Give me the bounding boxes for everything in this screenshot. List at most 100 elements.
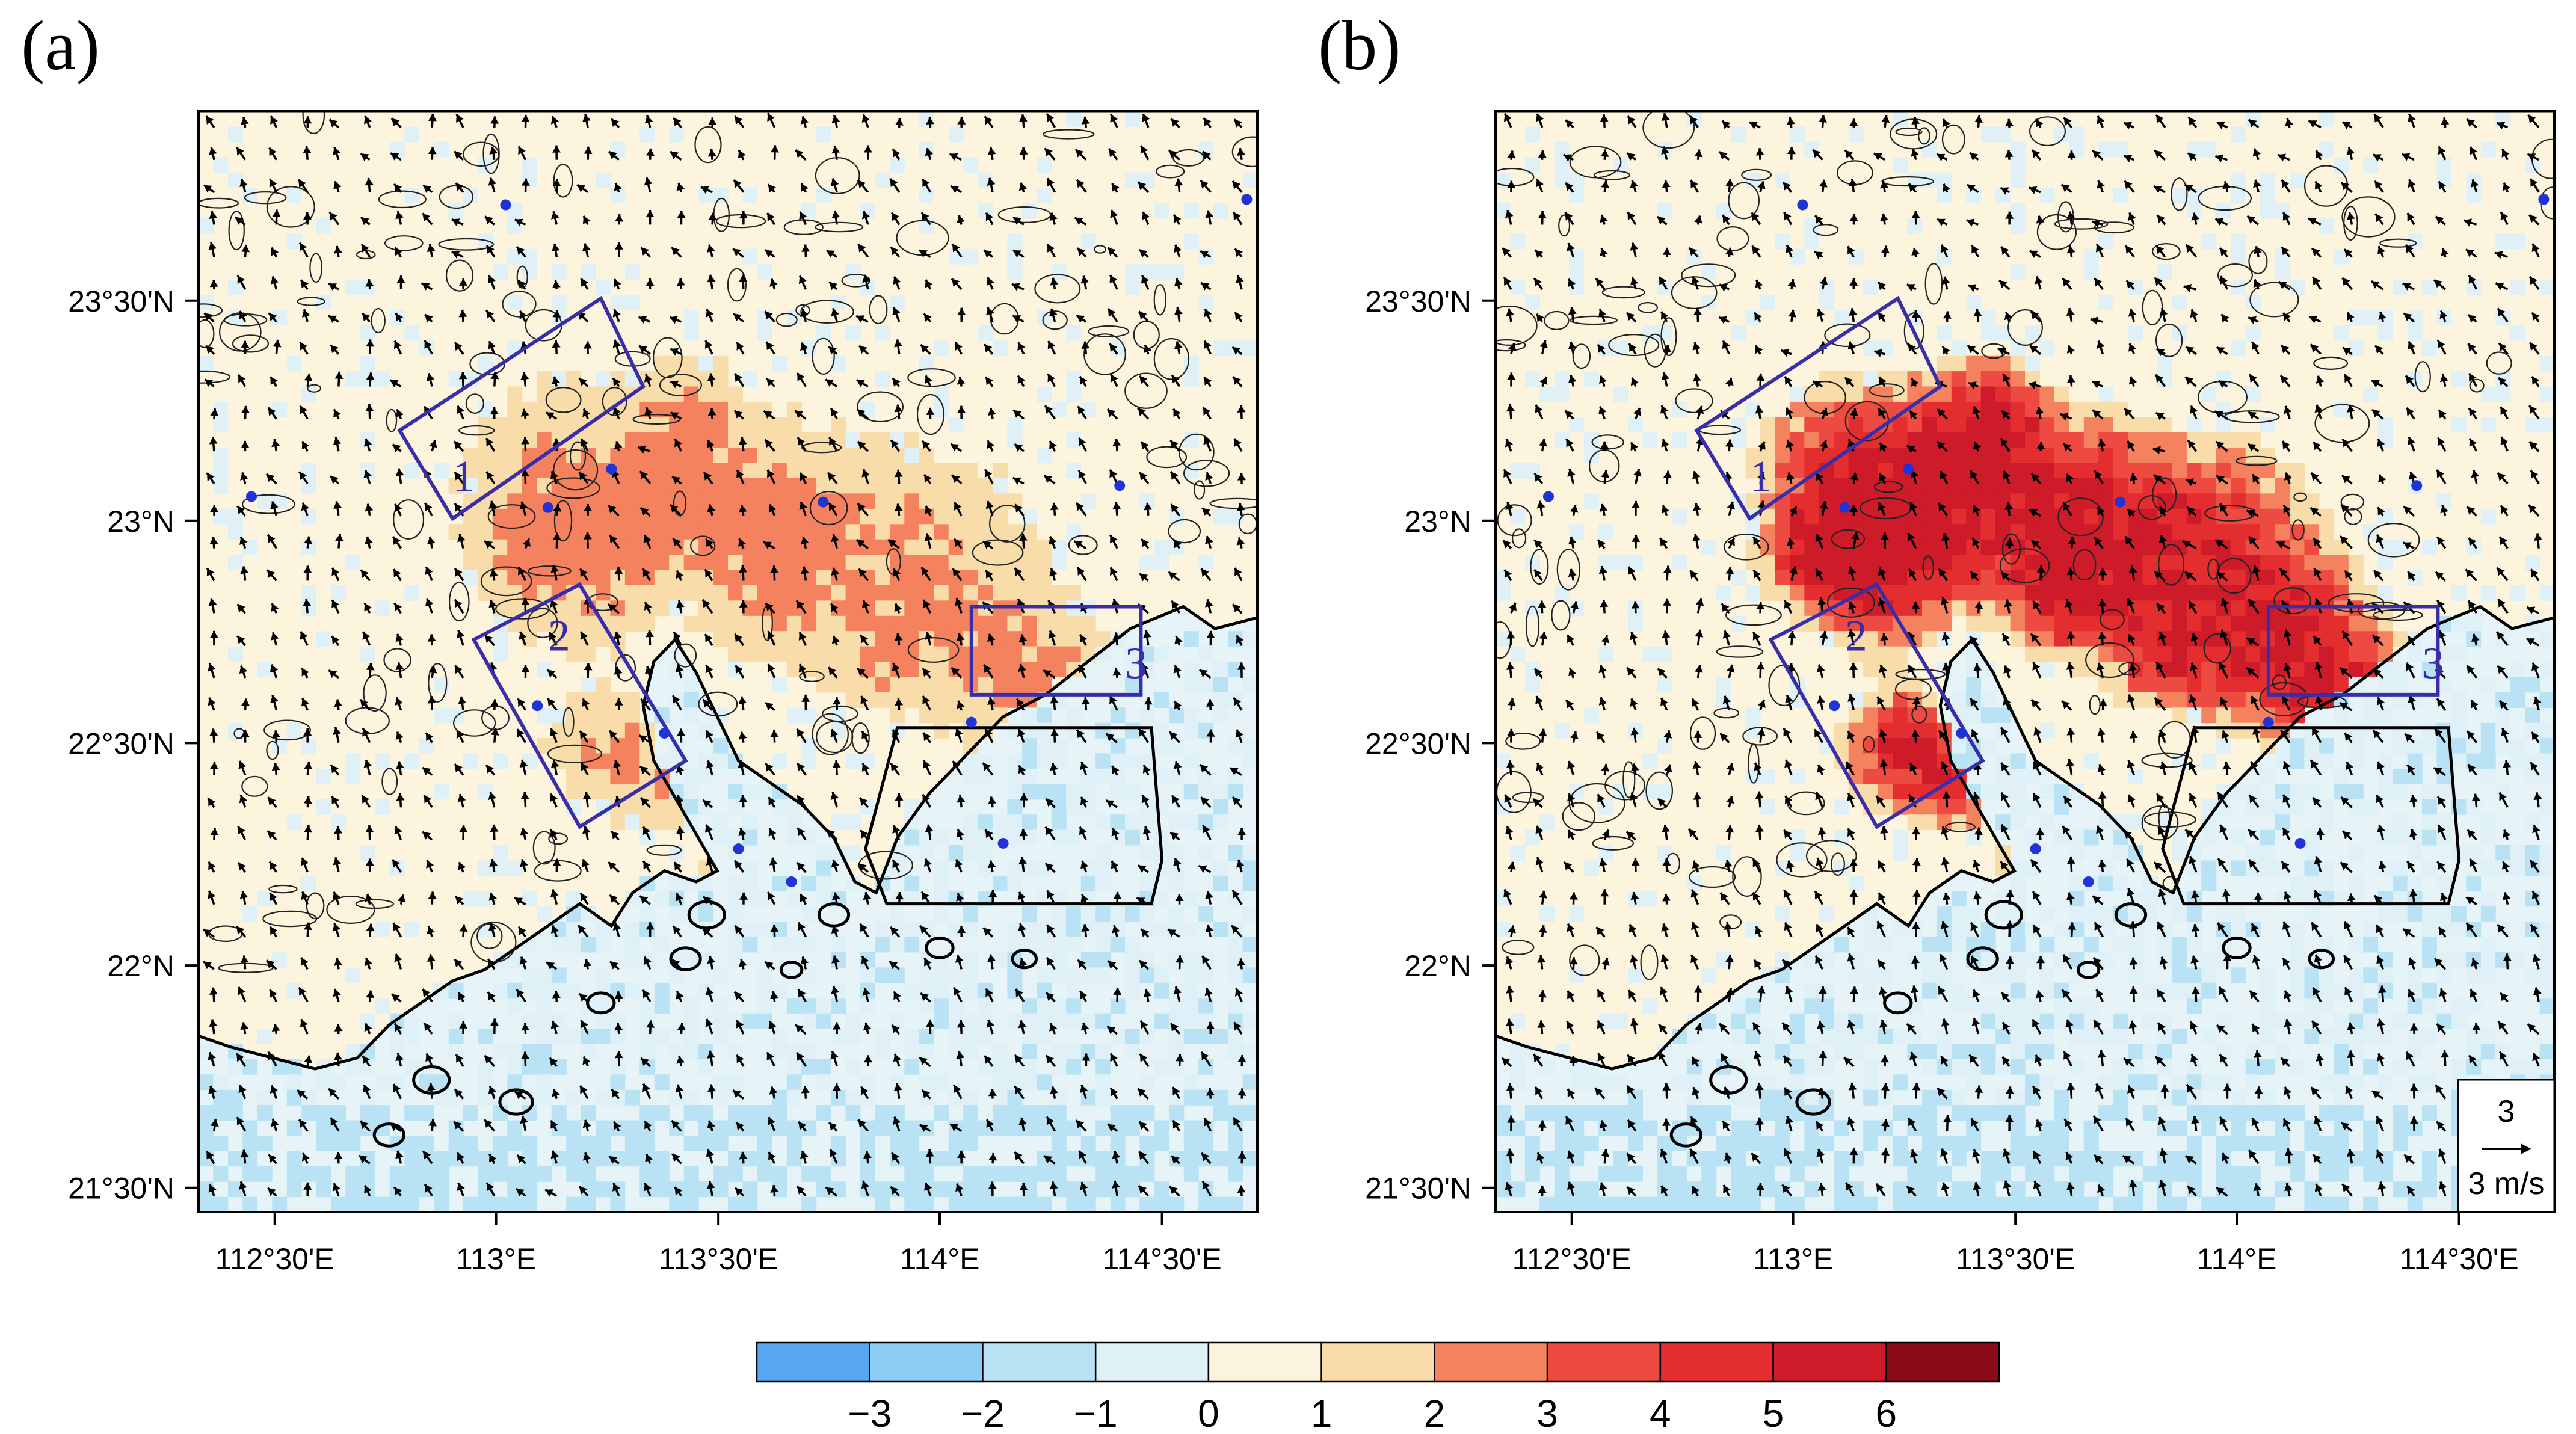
lat-label: 22°N	[1404, 949, 1471, 983]
box-label-2: 2	[1845, 612, 1867, 661]
analysis-box-1	[1694, 295, 1943, 522]
reference-vector-value: 3	[2498, 1094, 2515, 1129]
box-label-3: 3	[1125, 639, 1147, 688]
colorbar-label: 4	[1650, 1392, 1671, 1434]
colorbar-label: 3	[1536, 1392, 1558, 1434]
station-dot	[2263, 716, 2274, 728]
lon-label: 114°E	[2196, 1242, 2276, 1276]
colorbar-swatch	[1320, 1341, 1435, 1383]
lon-label: 113°E	[1753, 1242, 1833, 1276]
hk-boundary	[864, 726, 1164, 906]
colorbar-swatch	[756, 1341, 870, 1383]
station-dot	[2115, 496, 2126, 508]
box-label-1: 1	[452, 452, 475, 501]
station-dot	[1543, 491, 1554, 502]
station-dot	[532, 700, 543, 712]
lon-label: 114°30'E	[1102, 1242, 1221, 1276]
lon-label: 114°30'E	[2399, 1242, 2518, 1276]
lon-label: 113°30'E	[659, 1242, 778, 1276]
station-dot	[1797, 199, 1808, 211]
station-dot	[966, 716, 977, 728]
colorbar-label: 5	[1763, 1392, 1784, 1434]
station-dot	[997, 837, 1009, 849]
island	[1883, 991, 1913, 1015]
station-dot	[1241, 194, 1253, 205]
station-dot	[1903, 463, 1914, 475]
lat-label: 23°30'N	[68, 285, 174, 318]
station-dot	[2083, 876, 2094, 887]
colorbar-swatch	[1546, 1341, 1662, 1383]
island	[586, 991, 616, 1015]
island	[372, 1122, 405, 1148]
colorbar-swatch	[1885, 1341, 2000, 1383]
lon-label: 112°30'E	[215, 1242, 334, 1276]
lon-label: 112°30'E	[1512, 1242, 1632, 1276]
island	[1984, 900, 2023, 930]
colorbar-label: −2	[961, 1392, 1005, 1434]
lat-label: 22°30'N	[68, 727, 174, 760]
lat-label: 21°30'N	[1365, 1172, 1471, 1205]
analysis-box-3	[2266, 605, 2440, 697]
island	[925, 936, 955, 959]
island	[498, 1088, 534, 1116]
map-content	[1496, 111, 2554, 1212]
colorbar-swatch	[1094, 1341, 1210, 1383]
colorbar-label: −1	[1074, 1392, 1118, 1434]
colorbar-swatch	[982, 1341, 1097, 1383]
reference-vector-head	[2521, 1143, 2531, 1154]
lon-label: 114°E	[899, 1242, 979, 1276]
colorbar-label: 2	[1424, 1392, 1446, 1434]
anomaly-field	[199, 111, 1257, 1212]
station-dot	[659, 727, 670, 739]
panel-label: (b)	[1318, 6, 1401, 85]
box-label-3: 3	[2422, 639, 2444, 688]
island	[669, 946, 702, 971]
map-content	[199, 111, 1257, 1212]
lon-label: 113°30'E	[1956, 1242, 2075, 1276]
island	[2222, 936, 2252, 959]
colorbar-swatch	[1207, 1341, 1322, 1383]
colorbar-swatch	[1772, 1341, 1887, 1383]
box-label-2: 2	[548, 612, 570, 661]
lat-label: 23°N	[107, 505, 174, 538]
station-dot	[2538, 194, 2550, 205]
colorbar-swatch	[1659, 1341, 1774, 1383]
colorbar-label: 0	[1198, 1392, 1219, 1434]
analysis-box-2	[471, 582, 688, 829]
colorbar-swatch	[1434, 1341, 1548, 1383]
station-dot	[818, 496, 829, 508]
panel-label: (a)	[21, 6, 100, 85]
island	[1795, 1088, 1831, 1116]
colorbar: −3 −2 −1 0 1 2 3 4 5 6	[756, 1341, 2000, 1434]
colorbar-label: 1	[1311, 1392, 1333, 1434]
lat-label: 22°N	[107, 949, 174, 983]
box-label-1: 1	[1749, 452, 1772, 501]
station-dot	[2294, 837, 2306, 849]
reference-vector-unit: 3 m/s	[2468, 1166, 2544, 1201]
reference-vector-box	[2457, 1079, 2556, 1213]
wind-vectors	[203, 112, 1246, 1197]
station-dot	[500, 199, 511, 211]
island	[1669, 1122, 1702, 1148]
station-dot	[606, 463, 617, 475]
station-dot	[1839, 502, 1850, 513]
station-dot	[786, 876, 797, 887]
lat-label: 23°30'N	[1365, 285, 1471, 318]
station-dot	[2030, 843, 2041, 855]
map-panel-a: 1 2 3 23°30'N 23°N 22°30'N 22°N 21°30'N 112°30'E…	[21, 6, 1259, 1276]
station-dot	[1829, 700, 1840, 712]
analysis-box-2	[1768, 582, 1985, 829]
analysis-box-1	[397, 295, 646, 522]
map-panel-b: 1 2 3 23°30'N 23°N 22°30'N 22°N 21°30'N 112°30'E…	[1318, 6, 2556, 1276]
station-dot	[2411, 480, 2423, 491]
map-frame	[1494, 110, 2556, 1213]
station-dot	[542, 502, 553, 513]
lon-label: 113°E	[456, 1242, 536, 1276]
lat-label: 22°30'N	[1365, 727, 1471, 760]
colorbar-label: 6	[1875, 1392, 1897, 1434]
lat-label: 21°30'N	[68, 1172, 174, 1205]
station-dot	[246, 491, 257, 502]
colorbar-label: −3	[848, 1392, 892, 1434]
analysis-box-3	[969, 605, 1143, 697]
